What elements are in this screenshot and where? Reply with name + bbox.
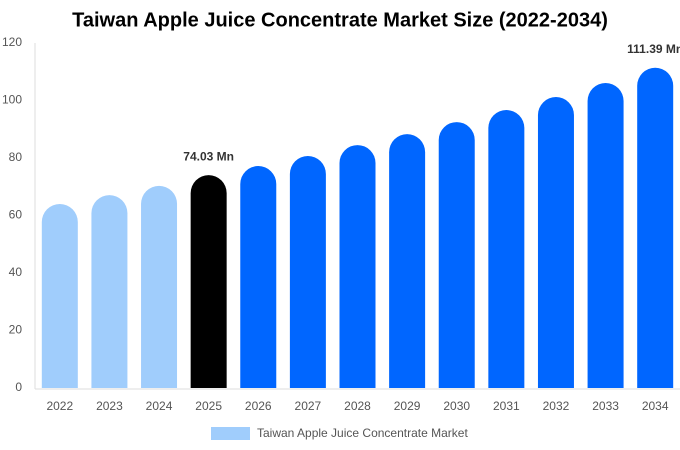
y-tick-label: 100 [2, 93, 22, 107]
bar [389, 134, 426, 388]
x-tick-label: 2029 [394, 399, 421, 413]
y-tick-label: 0 [15, 380, 22, 394]
bar [240, 166, 277, 388]
x-tick-label: 2026 [245, 399, 272, 413]
x-tick-label: 2033 [592, 399, 619, 413]
x-tick-label: 2023 [96, 399, 123, 413]
bar [587, 82, 624, 389]
legend-swatch [211, 427, 250, 440]
x-tick-label: 2034 [642, 399, 669, 413]
y-tick-label: 60 [9, 208, 23, 222]
bar [339, 145, 376, 388]
bar [190, 175, 227, 388]
x-tick-label: 2025 [195, 399, 222, 413]
legend-label: Taiwan Apple Juice Concentrate Market [257, 426, 468, 440]
bar [289, 155, 326, 388]
data-label: 74.03 Mn [183, 149, 234, 163]
chart-title: Taiwan Apple Juice Concentrate Market Si… [72, 9, 608, 31]
y-tick-label: 20 [9, 323, 23, 337]
x-tick-label: 2028 [344, 399, 371, 413]
x-tick-label: 2031 [493, 399, 520, 413]
bar [438, 122, 475, 388]
y-tick-label: 80 [9, 150, 23, 164]
data-label: 111.39 Mn [627, 42, 680, 56]
y-tick-label: 120 [2, 35, 22, 49]
y-tick-label: 40 [9, 265, 23, 279]
bar [537, 97, 574, 389]
x-tick-label: 2022 [46, 399, 73, 413]
bar [141, 185, 178, 388]
x-tick-label: 2030 [443, 399, 470, 413]
bar [41, 204, 78, 388]
x-tick-label: 2024 [146, 399, 173, 413]
bar [91, 195, 128, 388]
x-tick-label: 2032 [543, 399, 570, 413]
x-tick-label: 2027 [295, 399, 322, 413]
bar [637, 67, 674, 389]
bar [488, 110, 525, 388]
